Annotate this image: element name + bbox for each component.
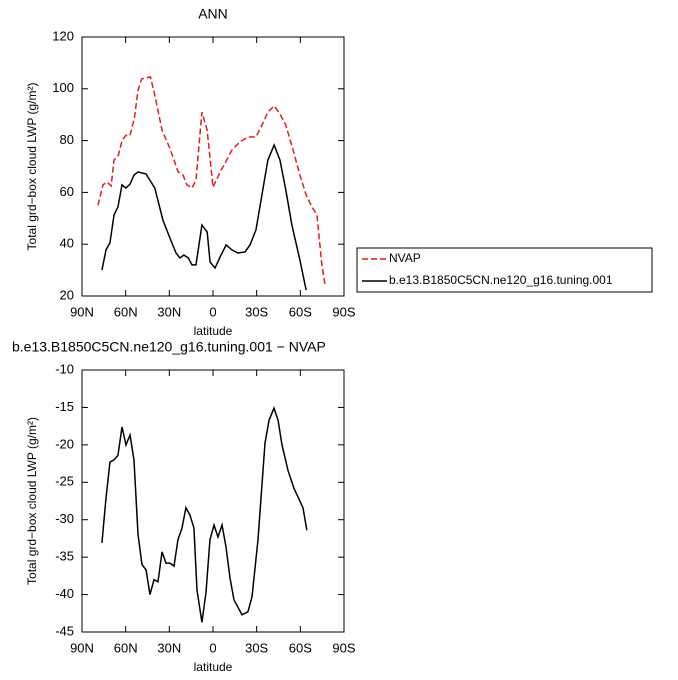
x-tick-label: 90N [70, 640, 94, 655]
x-tick-label: 60N [114, 304, 138, 319]
x-tick-label: 0 [209, 640, 216, 655]
x-tick-label: 30N [157, 640, 181, 655]
data-line [101, 142, 307, 291]
x-tick-label: 90S [332, 640, 355, 655]
y-tick-label: 20 [60, 287, 74, 302]
y-tick-label: -30 [55, 511, 74, 526]
y-tick-label: -15 [55, 399, 74, 414]
x-tick-label: 60N [114, 640, 138, 655]
y-axis-label: Total grd−box cloud LWP (g/m²) [25, 417, 39, 585]
y-tick-label: -25 [55, 474, 74, 489]
y-tick-label: -20 [55, 436, 74, 451]
y-tick-label: 80 [60, 132, 74, 147]
x-axis-label: latitude [194, 324, 233, 338]
y-tick-label: 100 [52, 80, 74, 95]
x-tick-label: 30S [245, 304, 268, 319]
y-tick-label: -40 [55, 586, 74, 601]
x-tick-label: 0 [209, 304, 216, 319]
y-tick-label: 120 [52, 28, 74, 43]
y-tick-label: 60 [60, 184, 74, 199]
x-tick-label: 60S [289, 304, 312, 319]
legend-label: NVAP [389, 251, 421, 265]
data-line [97, 75, 326, 286]
x-tick-label: 30N [157, 304, 181, 319]
x-tick-label: 90N [70, 304, 94, 319]
y-tick-label: -10 [55, 361, 74, 376]
plot-frame [81, 36, 345, 297]
y-tick-label: -45 [55, 623, 74, 638]
legend-label: b.e13.B1850C5CN.ne120_g16.tuning.001 [389, 273, 613, 287]
x-tick-label: 60S [289, 640, 312, 655]
y-tick-label: 40 [60, 236, 74, 251]
legend-box [356, 247, 653, 293]
y-tick-label: -35 [55, 549, 74, 564]
chart-title: b.e13.B1850C5CN.ne120_g16.tuning.001 − N… [12, 339, 326, 355]
x-axis-label: latitude [194, 660, 233, 674]
x-tick-label: 30S [245, 640, 268, 655]
y-axis-label: Total grd−box cloud LWP (g/m²) [25, 83, 39, 251]
plot-frame [81, 369, 345, 633]
chart-title: ANN [198, 6, 228, 22]
data-line [101, 406, 308, 623]
x-tick-label: 90S [332, 304, 355, 319]
